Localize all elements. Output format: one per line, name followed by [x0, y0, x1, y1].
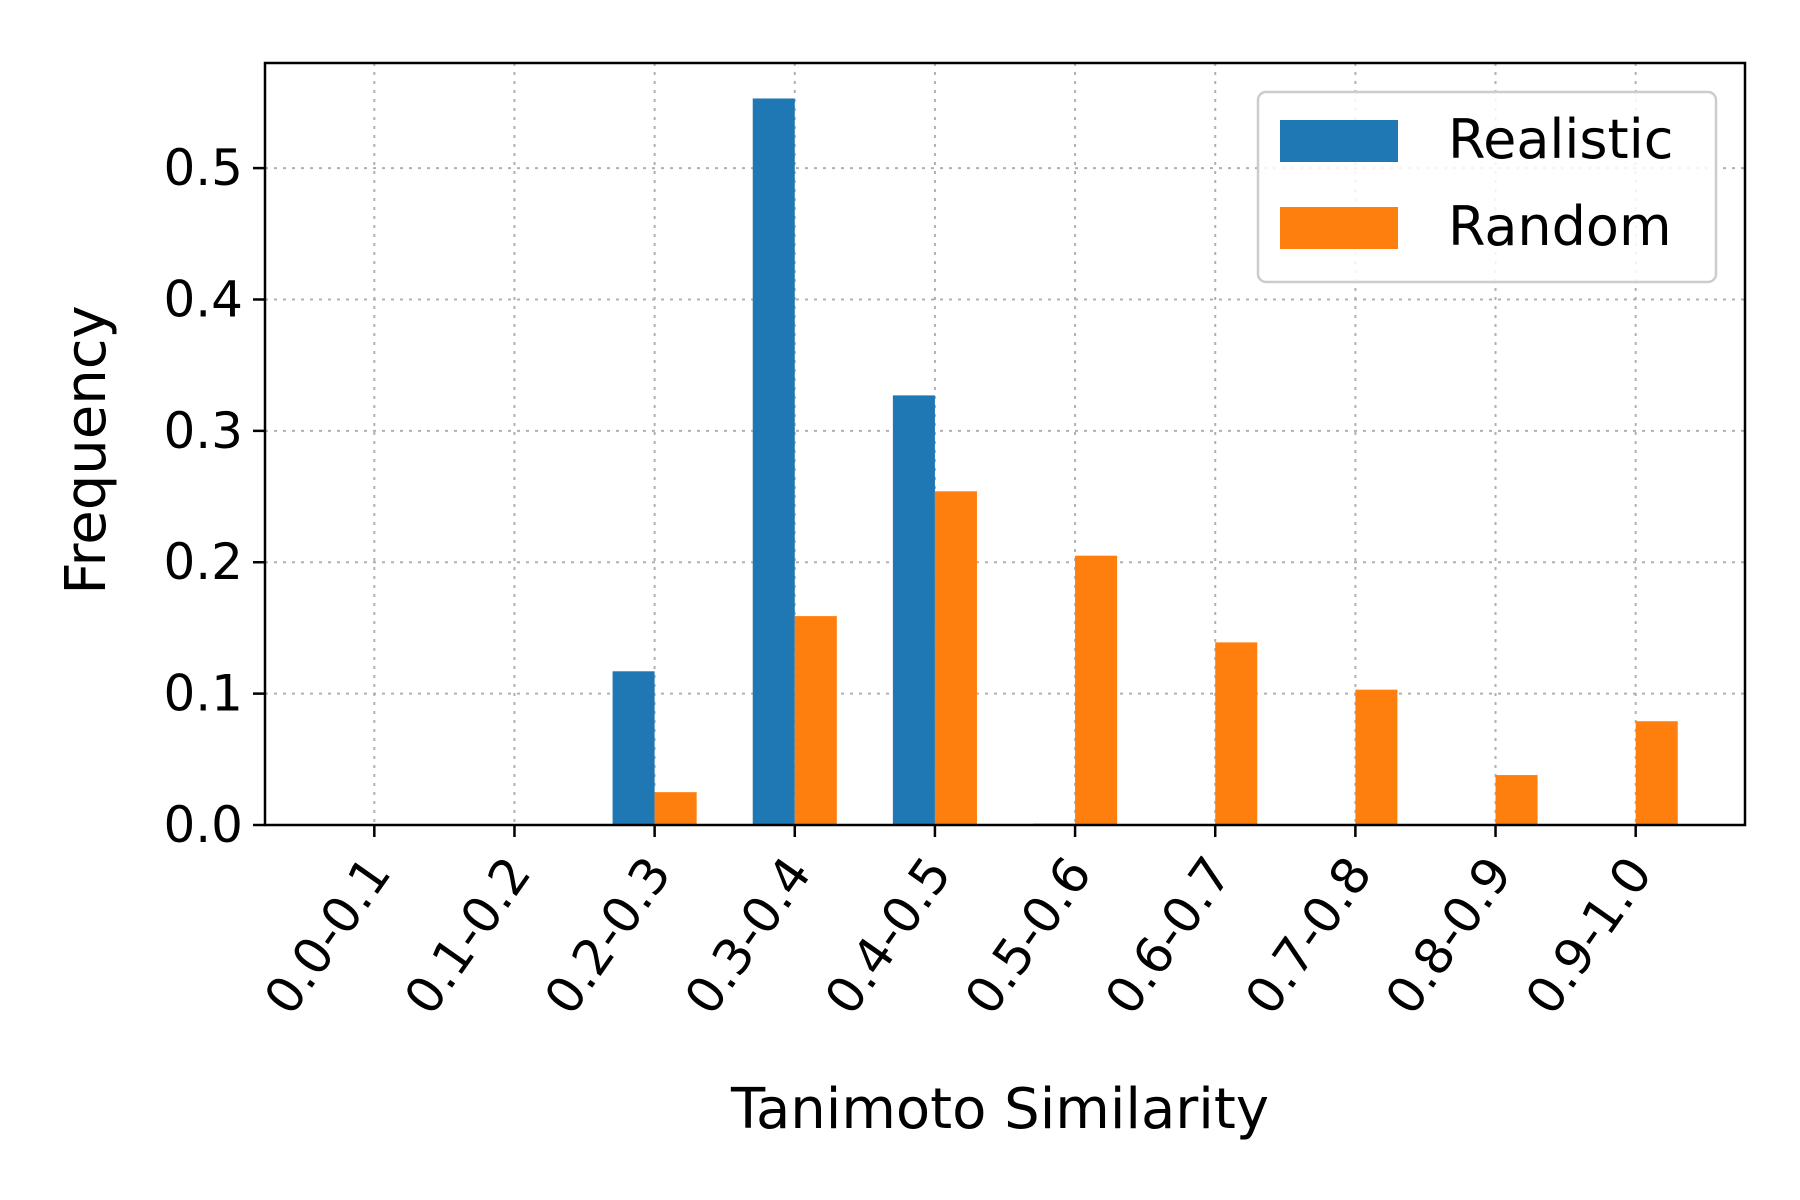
x-axis: 0.0-0.10.1-0.20.2-0.30.3-0.40.4-0.50.5-0…: [253, 825, 1664, 1025]
bar-random-0.2-0.3: [654, 792, 697, 825]
legend-swatch-realistic: [1280, 120, 1398, 162]
y-axis: 0.0 0.1 0.2 0.3 0.4 0.5: [163, 139, 265, 854]
bar-random-0.8-0.9: [1495, 775, 1538, 825]
x-tick-label: 0.5-0.6: [954, 847, 1103, 1025]
legend-swatch-random: [1280, 207, 1398, 249]
x-tick-label: 0.8-0.9: [1374, 847, 1523, 1025]
bar-random-0.5-0.6: [1075, 555, 1118, 825]
x-axis-label: Tanimoto Similarity: [730, 1077, 1269, 1142]
y-tick-label: 0.3: [163, 402, 243, 460]
y-axis-label: Frequency: [54, 305, 119, 594]
legend: Realistic Random: [1256, 90, 1718, 284]
y-tick-label: 0.5: [163, 139, 243, 197]
legend-label-random: Random: [1448, 195, 1672, 258]
x-tick-label: 0.1-0.2: [393, 847, 542, 1025]
x-tick-label: 0.2-0.3: [533, 847, 682, 1025]
legend-label-realistic: Realistic: [1448, 108, 1673, 171]
x-tick-label: 0.4-0.5: [814, 847, 963, 1025]
x-tick-label: 0.7-0.8: [1234, 847, 1383, 1025]
x-tick-label: 0.0-0.1: [253, 847, 402, 1025]
bar-realistic-0.3-0.4: [752, 98, 795, 825]
y-tick-label: 0.0: [163, 796, 243, 854]
x-tick-label: 0.3-0.4: [674, 847, 823, 1025]
bar-random-0.3-0.4: [794, 616, 837, 825]
plot-frame: [263, 61, 1747, 827]
y-tick-label: 0.4: [163, 270, 243, 328]
bar-realistic-0.2-0.3: [612, 671, 655, 825]
bar-random-0.4-0.5: [934, 491, 977, 825]
bar-random-0.9-1.0: [1635, 721, 1678, 825]
x-tick-label: 0.9-1.0: [1514, 847, 1663, 1025]
bar-realistic-0.4-0.5: [892, 395, 935, 825]
x-tick-label: 0.6-0.7: [1094, 847, 1243, 1025]
bar-random-0.7-0.8: [1355, 689, 1398, 825]
bars: [612, 98, 1678, 825]
bar-random-0.6-0.7: [1215, 642, 1258, 825]
y-tick-label: 0.2: [163, 533, 243, 591]
y-tick-label: 0.1: [163, 665, 243, 723]
